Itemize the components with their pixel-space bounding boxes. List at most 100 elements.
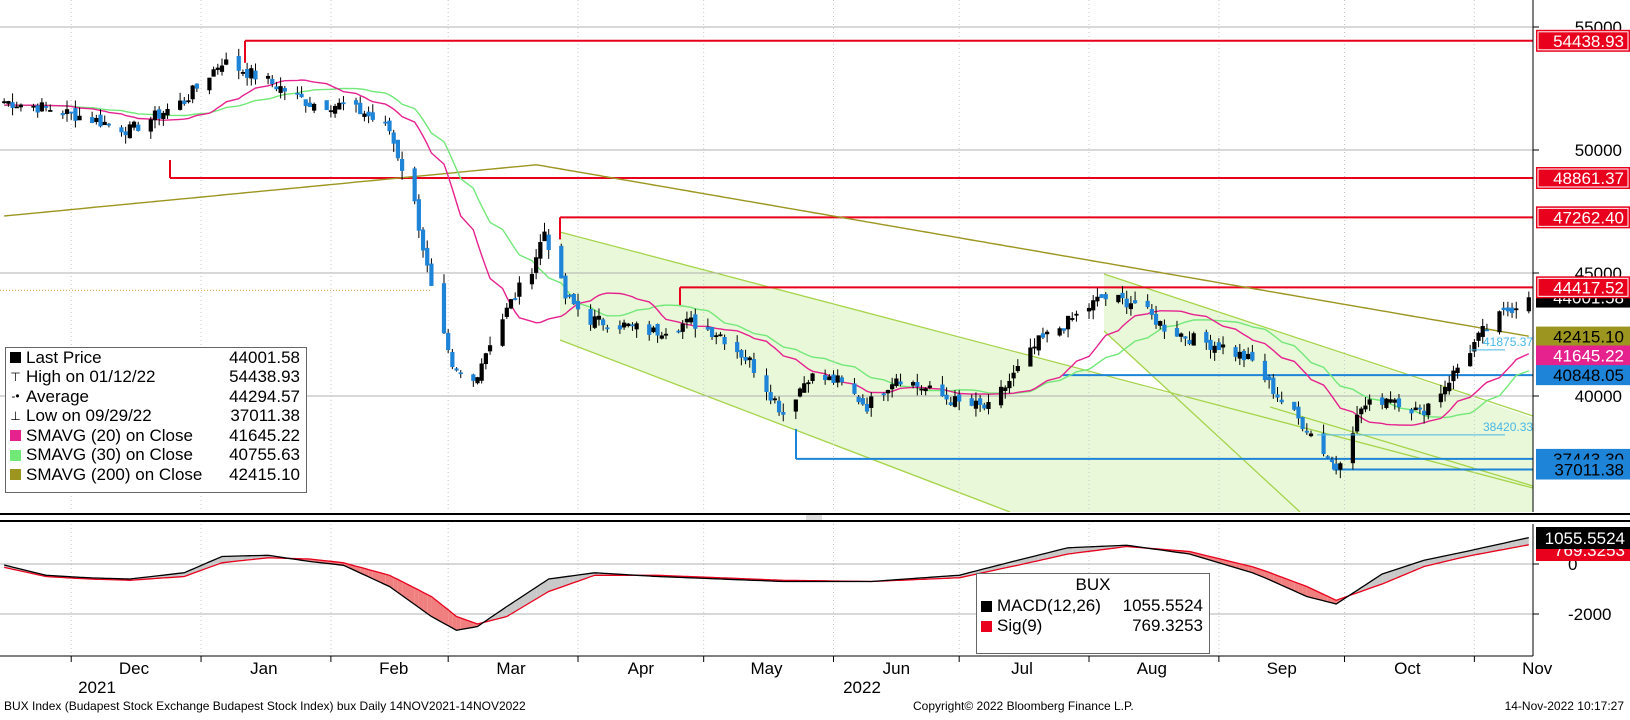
candle-body — [1339, 464, 1343, 470]
candle-body — [476, 377, 480, 382]
candle-body — [275, 87, 279, 89]
candle-body — [216, 68, 220, 70]
candle-body — [1163, 325, 1167, 331]
legend-label: Average — [26, 387, 229, 407]
candle-body — [1184, 337, 1188, 339]
legend-value: 769.3253 — [1132, 616, 1209, 636]
level-label: 47262.40 — [1553, 208, 1624, 227]
panel-divider[interactable] — [0, 512, 1630, 524]
candle-body — [865, 404, 869, 411]
candle-body — [363, 114, 367, 117]
candle-body — [1397, 399, 1401, 407]
candle-body — [455, 369, 459, 371]
candle-body — [1410, 410, 1414, 413]
candle-body — [861, 398, 865, 404]
candle-body — [1334, 464, 1338, 470]
year-label: 2022 — [843, 678, 881, 697]
footer-copyright: Copyright© 2022 Bloomberg Finance L.P. — [913, 699, 1134, 713]
candle-body — [1380, 398, 1384, 405]
candle-body — [270, 79, 274, 83]
candle-body — [836, 376, 840, 383]
candle-body — [530, 274, 534, 284]
legend-value: 54438.93 — [229, 367, 306, 387]
candle-body — [773, 399, 777, 400]
candle-body — [384, 122, 388, 123]
candle-body — [597, 316, 601, 319]
signal-swatch — [981, 621, 992, 632]
candle-body — [899, 382, 903, 384]
candle-body — [1280, 400, 1284, 402]
candle-body — [890, 385, 894, 389]
candle-body — [941, 385, 945, 396]
candle-body — [601, 320, 605, 325]
candle-body — [1510, 308, 1514, 313]
candle-body — [1506, 308, 1510, 311]
candle-body — [32, 106, 36, 107]
candle-body — [1012, 373, 1016, 378]
candle-body — [798, 389, 802, 396]
month-label: Feb — [379, 659, 408, 678]
legend-label: Sig(9) — [997, 616, 1132, 636]
legend-macd: MACD(12,26) 1055.5524 — [977, 596, 1209, 616]
candle-body — [1439, 394, 1443, 402]
macd-legend: BUX MACD(12,26) 1055.5524 Sig(9) 769.325… — [976, 573, 1210, 654]
candle-body — [1066, 316, 1070, 329]
candle-body — [543, 232, 547, 241]
candle-body — [710, 327, 714, 336]
candle-body — [1041, 334, 1045, 338]
candle-body — [1414, 408, 1418, 410]
candle-body — [1217, 343, 1221, 350]
candle-body — [513, 298, 517, 299]
axis-value-label: 42415.10 — [1553, 328, 1624, 347]
legend-label: SMAVG (200) on Close — [26, 465, 229, 485]
candle-body — [974, 401, 978, 408]
legend-value: 41645.22 — [229, 426, 306, 446]
candle-body — [1003, 388, 1007, 391]
candle-body — [983, 405, 987, 408]
candle-body — [949, 403, 953, 405]
candle-body — [392, 133, 396, 144]
candle-body — [1179, 334, 1183, 337]
candle-body — [90, 117, 94, 122]
axis-value-label: 41645.22 — [1553, 347, 1624, 366]
candle-body — [1075, 314, 1079, 315]
candle-body — [631, 325, 635, 326]
candle-body — [191, 86, 195, 99]
candle-body — [752, 359, 756, 372]
candle-body — [19, 105, 23, 107]
candle-body — [618, 326, 622, 329]
candle-body — [241, 72, 245, 73]
candle-body — [769, 392, 773, 400]
candle-body — [1477, 333, 1481, 340]
candle-body — [430, 264, 434, 286]
candle-body — [886, 390, 890, 393]
candle-body — [446, 333, 450, 350]
legend-sma20: SMAVG (20) on Close 41645.22 — [6, 426, 306, 446]
candle-body — [1272, 378, 1276, 394]
candle-body — [1309, 434, 1313, 436]
candle-body — [970, 399, 974, 406]
macd-tick-label: -2000 — [1568, 605, 1611, 624]
candle-body — [1297, 407, 1301, 418]
candle-body — [915, 382, 919, 386]
legend-value: 40755.63 — [229, 445, 306, 465]
legend-average: -• Average 44294.57 — [6, 387, 306, 407]
candle-body — [396, 140, 400, 158]
candle-body — [1070, 318, 1074, 319]
year-label: 2021 — [78, 678, 116, 697]
month-label: Nov — [1522, 659, 1553, 678]
candle-body — [128, 125, 132, 138]
candle-body — [689, 318, 693, 322]
month-label: Mar — [496, 659, 526, 678]
legend-value: 42415.10 — [229, 465, 306, 485]
candle-body — [869, 397, 873, 408]
candle-body — [1267, 377, 1271, 380]
level-label: 37011.38 — [1554, 461, 1624, 480]
low-marker-icon: ⊥ — [10, 411, 21, 422]
candle-body — [945, 395, 949, 399]
candle-body — [777, 401, 781, 412]
candle-body — [254, 71, 258, 79]
candle-body — [132, 122, 136, 127]
candle-body — [1355, 415, 1359, 431]
